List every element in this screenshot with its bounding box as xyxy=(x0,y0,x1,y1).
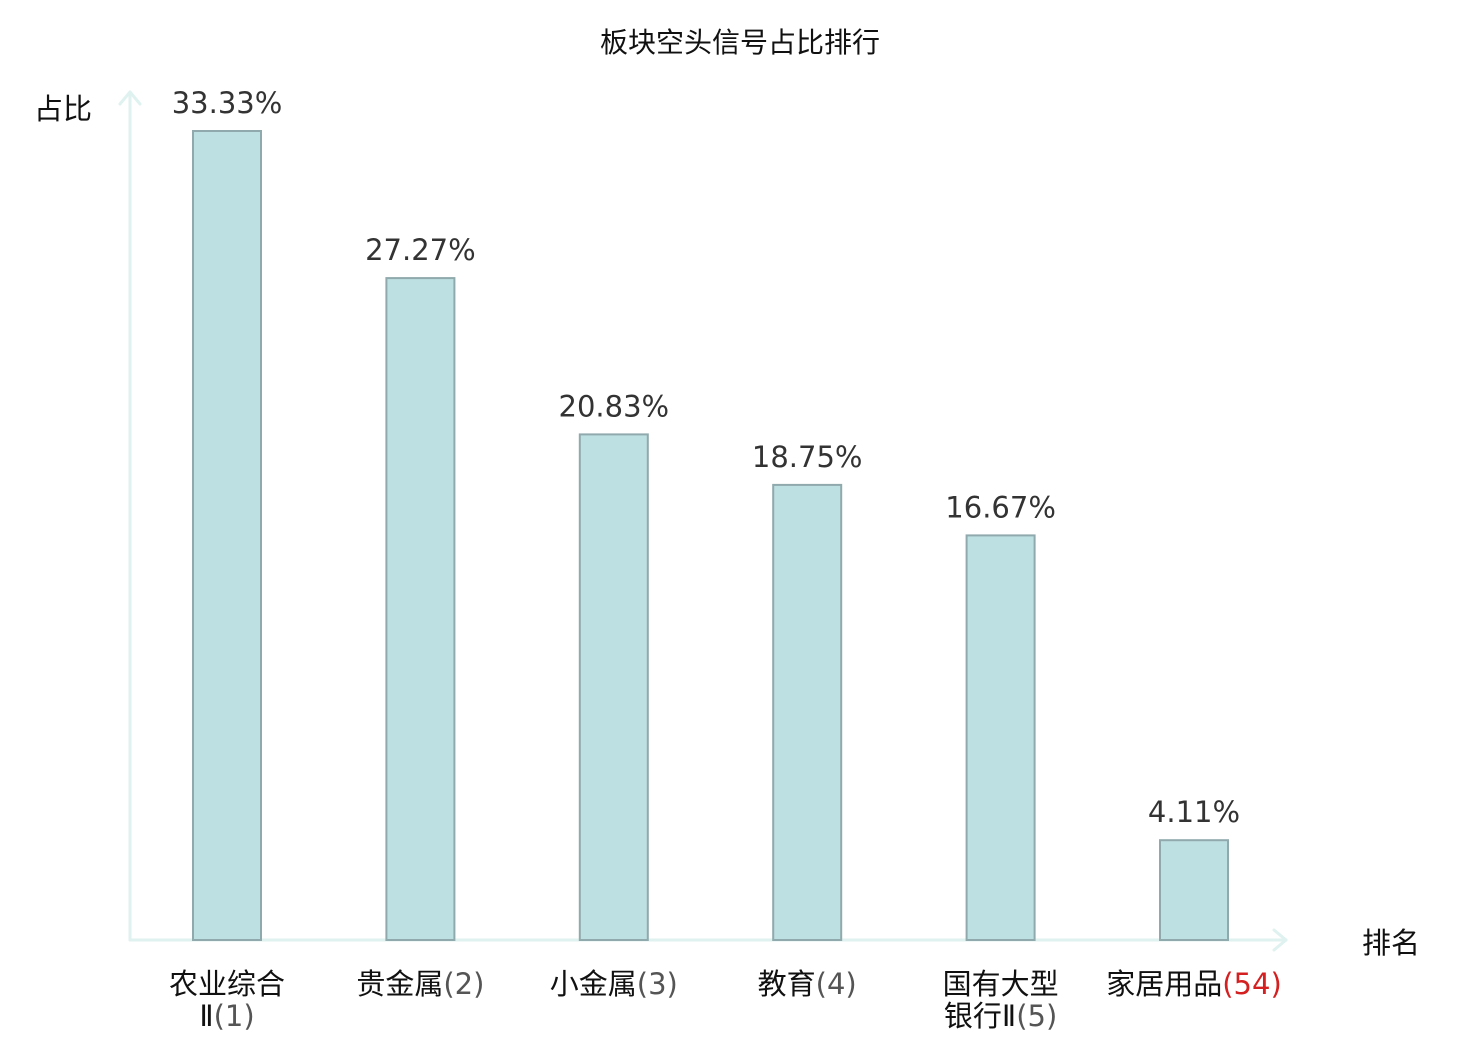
bar xyxy=(192,130,262,941)
x-axis-arrow-icon xyxy=(1272,928,1288,952)
category-rank: (5) xyxy=(1016,999,1057,1033)
y-axis-label: 占比 xyxy=(34,92,92,126)
bar xyxy=(385,277,456,942)
bars-group xyxy=(192,130,1229,942)
bar-value-label: 18.75% xyxy=(752,440,863,474)
y-axis-arrow-icon xyxy=(118,90,142,106)
category-tick-label: 贵金属(2) xyxy=(356,967,484,1001)
bar-value-label: 16.67% xyxy=(945,490,1056,524)
category-tick-label: 家居用品(54) xyxy=(1106,967,1282,1001)
axes xyxy=(118,90,1288,952)
chart-title: 板块空头信号占比排行 xyxy=(600,26,880,59)
bar-value-label: 4.11% xyxy=(1148,795,1240,829)
category-tick-label: 国有大型银行Ⅱ(5) xyxy=(943,967,1059,1033)
bar xyxy=(1159,839,1229,942)
category-rank: (4) xyxy=(816,967,857,1001)
category-rank: (54) xyxy=(1222,967,1282,1001)
category-tick-label: 教育(4) xyxy=(758,967,857,1001)
bar xyxy=(772,483,843,941)
value-labels-group: 33.33% 27.27% 20.83% 18.75% 16.67% 4.11% xyxy=(172,86,1240,829)
bar xyxy=(965,534,1036,942)
bar-value-label: 33.33% xyxy=(172,86,283,120)
category-rank: (3) xyxy=(637,967,678,1001)
bar-value-label: 20.83% xyxy=(559,389,670,423)
category-tick-label: 小金属(3) xyxy=(550,967,678,1001)
category-rank: (2) xyxy=(443,967,484,1001)
category-rank: (1) xyxy=(214,999,255,1033)
category-tick-label: 农业综合 Ⅱ(1) xyxy=(169,967,285,1033)
x-axis-label: 排名 xyxy=(1362,926,1420,960)
bar xyxy=(578,433,649,941)
category-labels-group: 农业综合 Ⅱ(1) 贵金属(2) 小金属(3) 教育(4) 国有大型银行Ⅱ(5) 家居用品(… xyxy=(169,967,1282,1033)
bar-value-label: 27.27% xyxy=(365,233,476,267)
